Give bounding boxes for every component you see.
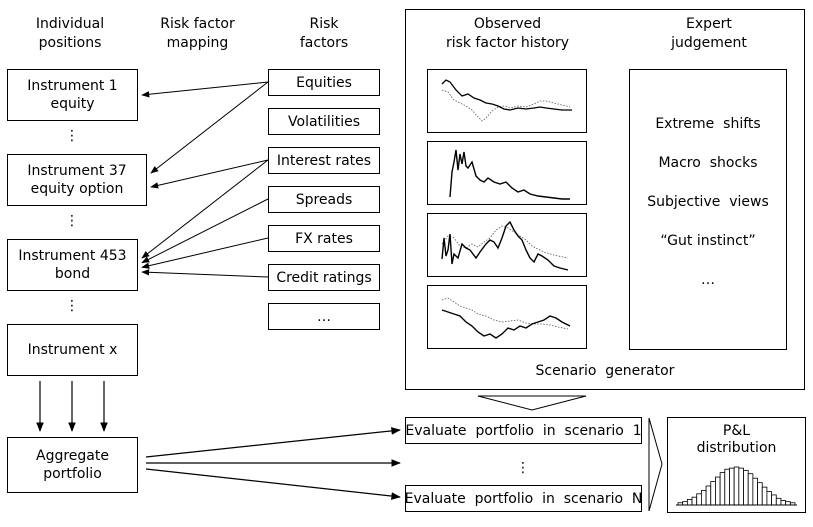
mapping-heading: Risk factor mapping xyxy=(160,16,235,51)
evaluation-ellipsis: ⋮ xyxy=(516,460,530,476)
expert-heading: Expert judgement xyxy=(671,16,747,51)
histogram-bar xyxy=(738,467,744,506)
scenario-generator-label: Scenario generator xyxy=(535,363,675,379)
history-series-dotted xyxy=(441,297,569,330)
risk-factor-volatilities: Volatilities xyxy=(268,108,380,135)
risk-factor-more: … xyxy=(268,303,380,330)
history-heading: Observed risk factor history xyxy=(445,16,570,51)
histogram-bar xyxy=(710,481,716,506)
instrument-box-x: Instrument x xyxy=(7,324,138,376)
expert-item: … xyxy=(701,272,715,288)
histogram-bar xyxy=(766,491,772,506)
instrument-ellipsis: ⋮ xyxy=(65,213,79,229)
history-chart-svg xyxy=(441,79,572,122)
histogram-bar xyxy=(733,466,740,506)
pnl-title: P&L distribution xyxy=(696,423,777,456)
eval-arrow-n xyxy=(145,468,401,500)
histogram-bar xyxy=(743,469,749,506)
mapping-arrow xyxy=(141,237,269,269)
histogram-bar xyxy=(724,468,730,506)
mapping-arrow xyxy=(150,81,269,174)
risk-factor-fx-rates: FX rates xyxy=(268,225,380,252)
histogram-bar xyxy=(705,485,712,506)
factors-heading: Risk factors xyxy=(299,16,349,51)
expert-item: Subjective views xyxy=(647,194,769,210)
histogram-bar xyxy=(691,496,698,506)
history-chart-2 xyxy=(427,141,587,205)
histogram-bar xyxy=(715,476,721,506)
history-chart-1 xyxy=(427,69,587,133)
histogram-bar xyxy=(785,501,791,506)
histogram-bar xyxy=(729,467,735,506)
histogram-bar xyxy=(761,486,768,506)
mapping-arrow xyxy=(141,269,269,278)
risk-factor-spreads: Spreads xyxy=(268,186,380,213)
expert-item: Macro shocks xyxy=(658,155,758,171)
histogram-bar xyxy=(757,482,763,506)
instrument-ellipsis: ⋮ xyxy=(65,128,79,144)
generator-output-arrow xyxy=(477,395,587,411)
positions-heading: Individual positions xyxy=(35,16,105,51)
histogram-bar xyxy=(719,472,726,506)
histogram-bar xyxy=(682,501,688,506)
histogram-bar xyxy=(686,499,693,506)
histogram-bar xyxy=(780,500,787,506)
instrument-box-1: Instrument 1 equity xyxy=(7,69,138,121)
risk-factor-credit-ratings: Credit ratings xyxy=(268,264,380,291)
history-chart-4 xyxy=(427,285,587,349)
history-series-dotted xyxy=(441,89,571,122)
mapping-arrow xyxy=(141,81,269,98)
history-chart-3 xyxy=(427,213,587,277)
history-series-dotted xyxy=(441,225,569,259)
pnl-distribution-box: P&L distribution xyxy=(667,417,806,513)
history-series-solid xyxy=(449,149,570,200)
expert-judgement-box: Extreme shifts Macro shocks Subjective v… xyxy=(629,69,787,350)
risk-factor-interest-rates: Interest rates xyxy=(268,147,380,174)
expert-item: Extreme shifts xyxy=(655,116,761,132)
histogram-bar xyxy=(747,473,754,506)
instrument-box-453: Instrument 453 bond xyxy=(7,239,138,291)
instrument-box-37: Instrument 37 equity option xyxy=(7,154,147,206)
pnl-output-arrow xyxy=(648,417,663,512)
mapping-arrow xyxy=(141,159,269,259)
mapping-arrow xyxy=(150,159,269,189)
aggregate-portfolio-box: Aggregate portfolio xyxy=(7,437,138,493)
histogram-bar xyxy=(752,477,758,506)
history-series-solid xyxy=(441,309,571,339)
history-chart-svg xyxy=(449,149,570,200)
histogram-bar xyxy=(775,497,782,506)
histogram-bar xyxy=(696,493,702,506)
mapping-arrow xyxy=(141,198,269,264)
instrument-ellipsis: ⋮ xyxy=(65,298,79,314)
eval-arrow-1 xyxy=(145,427,401,458)
mapping-arrows xyxy=(141,81,269,278)
expert-item: “Gut instinct” xyxy=(660,233,756,249)
evaluate-scenario-n: Evaluate portfolio in scenario N xyxy=(405,485,642,512)
history-chart-svg xyxy=(441,220,569,271)
histogram-bar xyxy=(701,490,707,506)
histogram-bar xyxy=(771,494,777,506)
pnl-histogram xyxy=(676,466,797,506)
evaluate-scenario-1: Evaluate portfolio in scenario 1 xyxy=(405,417,642,444)
history-series-solid xyxy=(441,220,569,271)
risk-factor-equities: Equities xyxy=(268,69,380,96)
history-series-solid xyxy=(441,79,572,111)
history-chart-svg xyxy=(441,297,571,339)
